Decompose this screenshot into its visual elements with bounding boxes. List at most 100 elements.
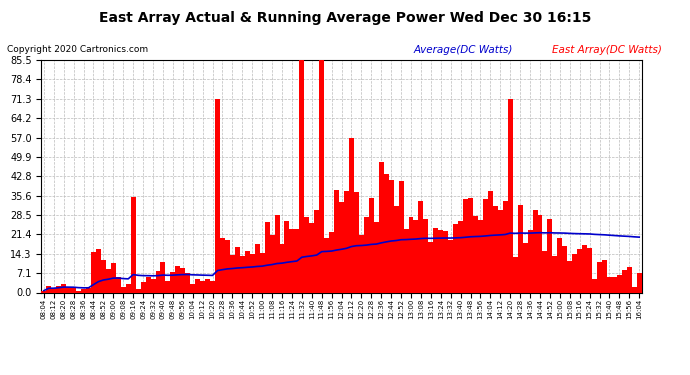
Bar [578,249,582,292]
Bar [324,238,329,292]
Bar [130,197,136,292]
Bar [220,238,225,292]
Bar [612,276,617,292]
Bar [146,277,150,292]
Bar [483,199,488,292]
Bar [270,235,275,292]
Bar [245,251,250,292]
Bar [200,281,205,292]
Bar [111,263,116,292]
Bar [538,215,542,292]
Bar [210,281,215,292]
Bar [518,205,522,292]
Bar [413,220,418,292]
Bar [359,234,364,292]
Bar [364,217,369,292]
Bar [225,240,230,292]
Bar [339,202,344,292]
Bar [279,244,284,292]
Bar [493,206,497,292]
Bar [522,243,528,292]
Bar [121,287,126,292]
Bar [622,270,627,292]
Bar [136,290,141,292]
Bar [329,232,334,292]
Bar [161,262,166,292]
Bar [458,221,463,292]
Bar [275,215,279,292]
Bar [304,217,309,292]
Bar [354,192,359,292]
Bar [205,279,210,292]
Bar [418,201,424,292]
Bar [126,284,130,292]
Bar [508,99,513,292]
Bar [344,191,349,292]
Bar [369,198,374,292]
Bar [503,201,508,292]
Bar [334,190,339,292]
Bar [71,288,76,292]
Bar [66,288,71,292]
Bar [582,245,587,292]
Bar [558,237,562,292]
Bar [468,198,473,292]
Bar [235,247,240,292]
Bar [384,174,388,292]
Bar [602,260,607,292]
Bar [533,210,538,292]
Bar [61,285,66,292]
Bar [295,228,299,292]
Bar [473,216,478,292]
Bar [463,199,468,292]
Bar [632,286,637,292]
Bar [547,219,553,292]
Bar [180,268,186,292]
Bar [186,273,190,292]
Bar [497,210,503,292]
Bar [141,282,146,292]
Bar [428,242,433,292]
Bar [374,222,379,292]
Bar [259,253,265,292]
Bar [388,180,393,292]
Bar [46,286,51,292]
Bar [284,222,290,292]
Bar [349,138,354,292]
Bar [215,99,220,292]
Bar [190,284,195,292]
Text: Average(DC Watts): Average(DC Watts) [414,45,513,55]
Bar [562,246,567,292]
Bar [230,255,235,292]
Bar [106,269,111,292]
Bar [488,191,493,292]
Bar [299,60,304,292]
Bar [513,257,518,292]
Bar [166,281,170,292]
Bar [478,220,483,292]
Bar [567,261,572,292]
Bar [453,224,458,292]
Bar [76,291,81,292]
Bar [240,256,245,292]
Bar [627,267,632,292]
Bar [86,288,91,292]
Bar [309,223,314,292]
Bar [438,230,443,292]
Bar [572,254,578,292]
Bar [617,275,622,292]
Bar [250,254,255,292]
Bar [170,272,175,292]
Bar [443,231,448,292]
Bar [408,217,413,292]
Bar [319,60,324,292]
Bar [57,286,61,292]
Bar [195,279,200,292]
Bar [91,252,96,292]
Bar [155,271,161,292]
Bar [379,162,384,292]
Bar [175,266,180,292]
Bar [587,248,592,292]
Bar [101,260,106,292]
Bar [81,290,86,292]
